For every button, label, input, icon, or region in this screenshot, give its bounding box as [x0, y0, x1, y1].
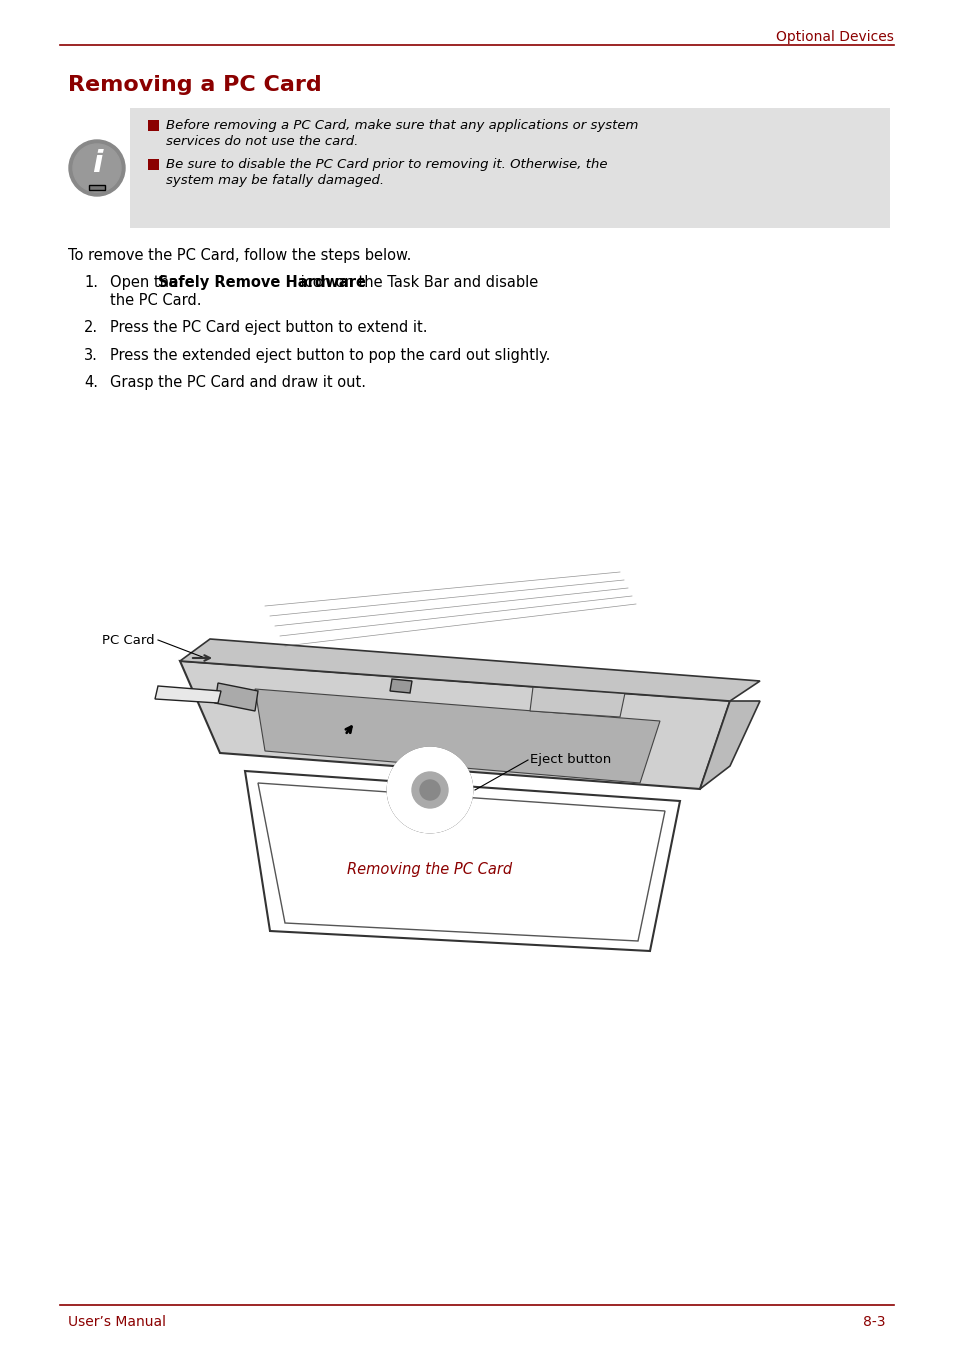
FancyBboxPatch shape — [148, 120, 159, 131]
Text: icon on the Task Bar and disable: icon on the Task Bar and disable — [295, 276, 537, 290]
Text: Press the PC Card eject button to extend it.: Press the PC Card eject button to extend… — [110, 320, 427, 335]
Text: 8-3: 8-3 — [862, 1315, 885, 1329]
Text: Safely Remove Hardware: Safely Remove Hardware — [158, 276, 366, 290]
Text: Be sure to disable the PC Card prior to removing it. Otherwise, the: Be sure to disable the PC Card prior to … — [166, 158, 607, 172]
Text: User’s Manual: User’s Manual — [68, 1315, 166, 1329]
Text: system may be fatally damaged.: system may be fatally damaged. — [166, 174, 384, 186]
Circle shape — [412, 771, 448, 808]
Text: To remove the PC Card, follow the steps below.: To remove the PC Card, follow the steps … — [68, 249, 411, 263]
Polygon shape — [530, 688, 624, 717]
Polygon shape — [180, 661, 729, 789]
FancyBboxPatch shape — [89, 185, 105, 190]
Text: the PC Card.: the PC Card. — [110, 293, 201, 308]
Text: 3.: 3. — [84, 349, 98, 363]
Text: Press the extended eject button to pop the card out slightly.: Press the extended eject button to pop t… — [110, 349, 550, 363]
Polygon shape — [180, 639, 760, 701]
Circle shape — [73, 145, 121, 192]
Text: Removing the PC Card: Removing the PC Card — [347, 862, 512, 877]
Circle shape — [388, 748, 472, 832]
Text: PC Card: PC Card — [102, 634, 154, 647]
Text: 1.: 1. — [84, 276, 98, 290]
Text: Before removing a PC Card, make sure that any applications or system: Before removing a PC Card, make sure tha… — [166, 119, 638, 132]
Polygon shape — [214, 684, 257, 711]
Polygon shape — [245, 771, 679, 951]
Text: Open the: Open the — [110, 276, 182, 290]
Circle shape — [419, 780, 439, 800]
Text: Eject button: Eject button — [530, 754, 611, 766]
Circle shape — [69, 141, 125, 196]
Polygon shape — [254, 689, 659, 784]
Text: i: i — [91, 150, 102, 178]
Text: 2.: 2. — [84, 320, 98, 335]
Text: services do not use the card.: services do not use the card. — [166, 135, 358, 149]
Polygon shape — [257, 784, 664, 942]
FancyBboxPatch shape — [148, 159, 159, 170]
FancyBboxPatch shape — [130, 108, 889, 228]
Polygon shape — [390, 680, 412, 693]
Text: Optional Devices: Optional Devices — [776, 30, 893, 45]
Polygon shape — [154, 686, 221, 703]
Text: Grasp the PC Card and draw it out.: Grasp the PC Card and draw it out. — [110, 376, 366, 390]
Text: Removing a PC Card: Removing a PC Card — [68, 76, 321, 95]
Text: 4.: 4. — [84, 376, 98, 390]
Polygon shape — [700, 701, 760, 789]
